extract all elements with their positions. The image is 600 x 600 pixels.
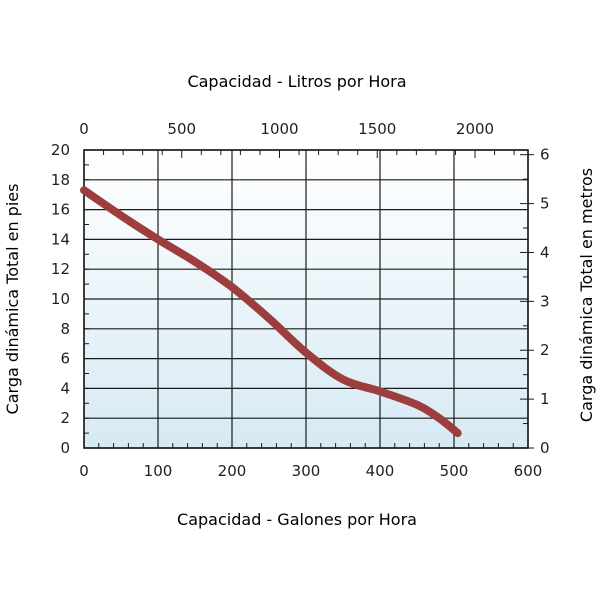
top-tick-label: 1000 (260, 120, 298, 138)
x-tick-label: 200 (218, 462, 247, 480)
y-tick-label: 16 (51, 201, 70, 219)
right-tick-label: 0 (540, 439, 550, 457)
y-axis-title-right: Carga dinámica Total en metros (577, 168, 596, 422)
x-axis-title: Capacidad - Galones por Hora (177, 510, 417, 529)
x-tick-label: 100 (144, 462, 173, 480)
right-tick-label: 3 (540, 292, 550, 310)
y-tick-label: 4 (60, 379, 70, 397)
right-tick-label: 4 (540, 243, 550, 261)
top-tick-label: 0 (79, 120, 89, 138)
right-tick-label: 5 (540, 195, 550, 213)
top-axis-title: Capacidad - Litros por Hora (187, 72, 406, 91)
y-axis-title-left: Carga dinámica Total en pies (3, 184, 22, 415)
y-tick-label: 12 (51, 260, 70, 278)
y-tick-label: 18 (51, 171, 70, 189)
y-tick-label: 20 (51, 141, 70, 159)
y-tick-label: 2 (60, 409, 70, 427)
series-line (80, 186, 462, 438)
x-tick-label: 400 (366, 462, 395, 480)
x-tick-label: 0 (79, 462, 89, 480)
x-tick-label: 300 (292, 462, 321, 480)
right-tick-label: 1 (540, 390, 550, 408)
top-tick-label: 2000 (456, 120, 494, 138)
top-tick-label: 500 (167, 120, 196, 138)
y-tick-label: 0 (60, 439, 70, 457)
x-tick-label: 600 (514, 462, 543, 480)
right-tick-label: 6 (540, 146, 550, 164)
x-tick-label: 500 (440, 462, 469, 480)
series-group (80, 186, 462, 438)
y-tick-label: 8 (60, 320, 70, 338)
top-tick-label: 1500 (358, 120, 396, 138)
y-tick-label: 10 (51, 290, 70, 308)
y-tick-label: 14 (51, 230, 70, 248)
tick-marks (83, 149, 534, 449)
right-tick-label: 2 (540, 341, 550, 359)
y-tick-label: 6 (60, 350, 70, 368)
